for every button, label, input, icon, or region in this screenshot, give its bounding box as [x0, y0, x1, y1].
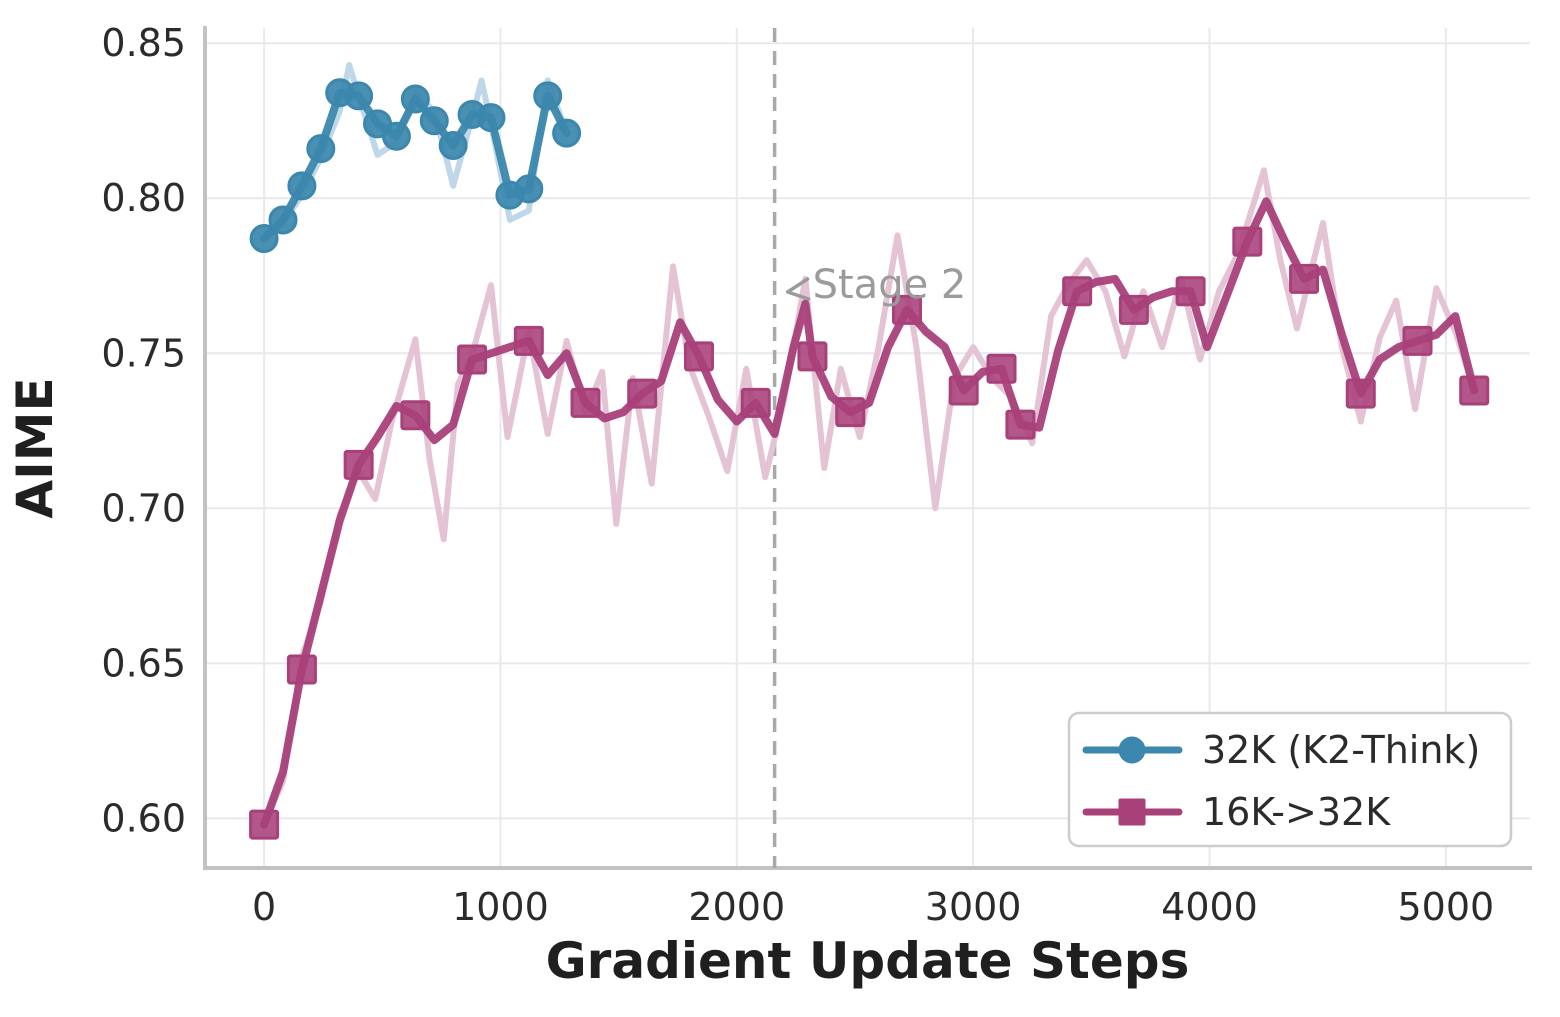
- y-tick-label: 0.65: [101, 641, 186, 685]
- x-tick-label: 0: [252, 885, 276, 929]
- legend-square-marker-icon: [1118, 798, 1146, 826]
- y-tick-label: 0.75: [101, 331, 186, 375]
- x-axis-label: Gradient Update Steps: [546, 932, 1190, 990]
- series-16k-32k-marker: [797, 341, 828, 372]
- legend-label-32k: 32K (K2-Think): [1202, 728, 1480, 772]
- series-16k-32k-marker: [986, 353, 1017, 384]
- series-16k-32k-marker: [343, 449, 374, 480]
- series-16k-32k-marker: [1062, 276, 1093, 307]
- series-32k-marker: [533, 81, 563, 111]
- series-16k-32k-marker: [835, 397, 866, 428]
- series-16k-32k-marker: [627, 378, 658, 409]
- series-32k-marker: [306, 134, 336, 164]
- series-32k-marker: [381, 121, 411, 151]
- series-16k-32k-marker: [1232, 226, 1263, 257]
- series-16k-32k-marker: [1118, 294, 1149, 325]
- y-tick-label: 0.85: [101, 21, 186, 65]
- series-16k-32k-marker: [683, 341, 714, 372]
- series-16k-32k-marker: [513, 325, 544, 356]
- series-16k-32k-marker: [948, 375, 979, 406]
- x-tick-label: 5000: [1397, 885, 1494, 929]
- series-16k-32k-marker: [570, 387, 601, 418]
- series-16k-32k-marker: [286, 654, 317, 685]
- x-tick-label: 2000: [688, 885, 785, 929]
- series-32k-marker: [344, 81, 374, 111]
- series-32k-marker: [249, 224, 279, 254]
- stage2-annotation: Stage 2: [813, 262, 967, 308]
- series-16k-32k-marker: [891, 294, 922, 325]
- series-32k-marker: [287, 171, 317, 201]
- y-axis-label: AIME: [6, 377, 64, 518]
- y-tick-label: 0.80: [101, 176, 186, 220]
- series-16k-32k-marker: [400, 400, 431, 431]
- series-32k-marker: [514, 174, 544, 204]
- series-32k-marker: [476, 103, 506, 133]
- series-32k-marker: [268, 205, 298, 235]
- x-tick-label: 3000: [925, 885, 1022, 929]
- series-16k-32k-marker: [740, 387, 771, 418]
- series-32k-marker: [419, 106, 449, 136]
- series-32k-marker: [400, 84, 430, 114]
- series-16k-32k-marker: [1345, 378, 1376, 409]
- series-16k-32k-marker: [1289, 263, 1320, 294]
- series-16k-32k-marker: [1005, 409, 1036, 440]
- x-tick-label: 1000: [452, 885, 549, 929]
- stage2-arrow-icon: [785, 277, 811, 301]
- series-16k-32k-marker: [1402, 325, 1433, 356]
- series-32k-marker: [438, 131, 468, 161]
- x-tick-label: 4000: [1161, 885, 1258, 929]
- series-32k-marker: [552, 118, 582, 148]
- series-16k-32k-marker: [1459, 375, 1490, 406]
- series-16k-32k-marker: [1175, 276, 1206, 307]
- series-16k-32k-marker: [457, 344, 488, 375]
- legend-label-16k-32k: 16K->32K: [1202, 790, 1391, 834]
- y-tick-label: 0.70: [101, 486, 186, 530]
- series-16k-32k-marker: [249, 809, 280, 840]
- y-tick-label: 0.60: [101, 796, 186, 840]
- legend-circle-marker-icon: [1118, 736, 1146, 764]
